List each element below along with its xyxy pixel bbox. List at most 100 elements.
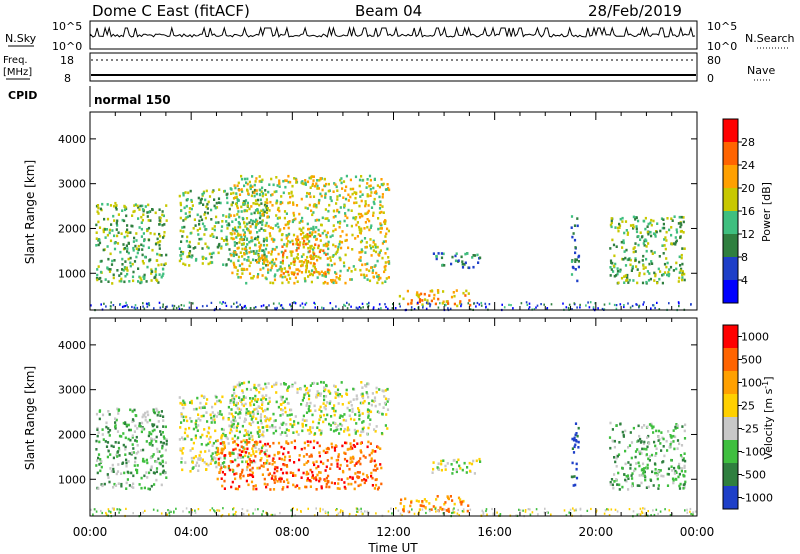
echo-cell	[181, 235, 184, 238]
echo-cell	[155, 467, 159, 470]
echo-cell	[423, 292, 426, 296]
echo-cell	[374, 246, 377, 249]
echo-cell	[333, 404, 336, 407]
echo-cell	[140, 476, 143, 480]
echo-cell	[485, 508, 488, 511]
echo-cell	[232, 227, 235, 231]
echo-cell	[343, 219, 346, 223]
echo-cell	[182, 219, 185, 222]
echo-cell	[621, 216, 624, 220]
echo-cell	[340, 424, 344, 427]
echo-cell	[123, 471, 126, 475]
echo-cell	[328, 268, 331, 272]
echo-cell	[651, 426, 654, 430]
echo-cell	[182, 438, 185, 441]
echo-cell	[245, 227, 249, 230]
freq-tick-top: 18	[60, 54, 74, 67]
echo-cell	[208, 449, 211, 453]
echo-cell	[386, 427, 389, 430]
echo-cell	[217, 411, 220, 415]
echo-cell	[670, 242, 673, 245]
echo-cell	[336, 462, 339, 466]
echo-cell	[198, 202, 201, 205]
echo-cell	[274, 478, 277, 481]
echo-cell	[302, 455, 306, 458]
echo-cell	[236, 487, 239, 491]
echo-cell	[248, 221, 251, 224]
echo-cell	[234, 202, 238, 206]
echo-cell	[127, 437, 130, 441]
echo-cell	[343, 481, 346, 484]
echo-cell	[262, 430, 265, 434]
echo-cell	[263, 250, 266, 254]
echo-cell	[316, 473, 319, 477]
echo-cell	[261, 254, 264, 257]
echo-cell	[571, 235, 574, 239]
echo-cell	[673, 472, 676, 475]
echo-cell	[360, 430, 363, 434]
echo-cell	[406, 289, 409, 293]
echo-cell	[216, 399, 219, 403]
echo-cell	[222, 447, 225, 451]
echo-cell	[248, 272, 252, 275]
echo-cell	[673, 215, 676, 218]
echo-cell	[630, 441, 634, 444]
echo-cell	[284, 223, 287, 227]
echo-cell	[182, 230, 185, 233]
echo-cell	[246, 509, 249, 512]
echo-cell	[354, 432, 357, 435]
echo-cell	[273, 419, 276, 423]
echo-cell	[281, 413, 284, 416]
echo-cell	[290, 305, 292, 308]
echo-cell	[287, 402, 290, 405]
echo-cell	[119, 303, 122, 306]
echo-cell	[574, 251, 577, 255]
echo-cell	[461, 500, 464, 504]
echo-cell	[613, 456, 616, 459]
echo-cell	[371, 449, 374, 452]
echo-cell	[232, 508, 234, 511]
echo-cell	[306, 207, 309, 210]
echo-cell	[341, 469, 345, 473]
echo-cell	[256, 211, 260, 215]
echo-cell	[624, 220, 628, 223]
echo-cell	[217, 457, 220, 461]
x-tick-label: 16:00	[477, 525, 512, 539]
echo-cell	[369, 178, 372, 182]
echo-cell	[286, 242, 289, 246]
echo-cell	[265, 236, 268, 240]
echo-cell	[222, 507, 224, 510]
echo-cell	[656, 477, 659, 481]
echo-cell	[381, 195, 384, 199]
echo-cell	[274, 429, 278, 433]
echo-cell	[670, 458, 673, 462]
echo-cell	[108, 480, 111, 484]
echo-cell	[255, 450, 258, 453]
echo-cell	[443, 508, 446, 511]
echo-cell	[217, 463, 220, 466]
echo-cell	[266, 407, 269, 411]
echo-cell	[659, 510, 662, 513]
echo-cell	[158, 461, 161, 465]
echo-cell	[275, 245, 278, 249]
x-axis-label: Time UT	[367, 541, 418, 554]
echo-cell	[184, 263, 187, 267]
echo-cell	[632, 279, 635, 282]
echo-cell	[288, 266, 291, 270]
echo-cell	[339, 257, 342, 261]
echo-cell	[622, 258, 625, 261]
echo-cell	[242, 404, 245, 408]
colorbar-segment	[723, 142, 738, 165]
echo-cell	[232, 396, 235, 399]
echo-cell	[225, 304, 228, 307]
echo-cell	[231, 271, 234, 275]
echo-cell	[301, 423, 304, 427]
echo-cell	[238, 453, 241, 457]
echo-cell	[679, 269, 682, 272]
echo-cell	[203, 406, 206, 409]
echo-cell	[669, 514, 672, 517]
echo-cell	[374, 464, 377, 468]
echo-cell	[344, 452, 347, 455]
echo-cell	[154, 270, 157, 273]
echo-cell	[296, 508, 298, 511]
